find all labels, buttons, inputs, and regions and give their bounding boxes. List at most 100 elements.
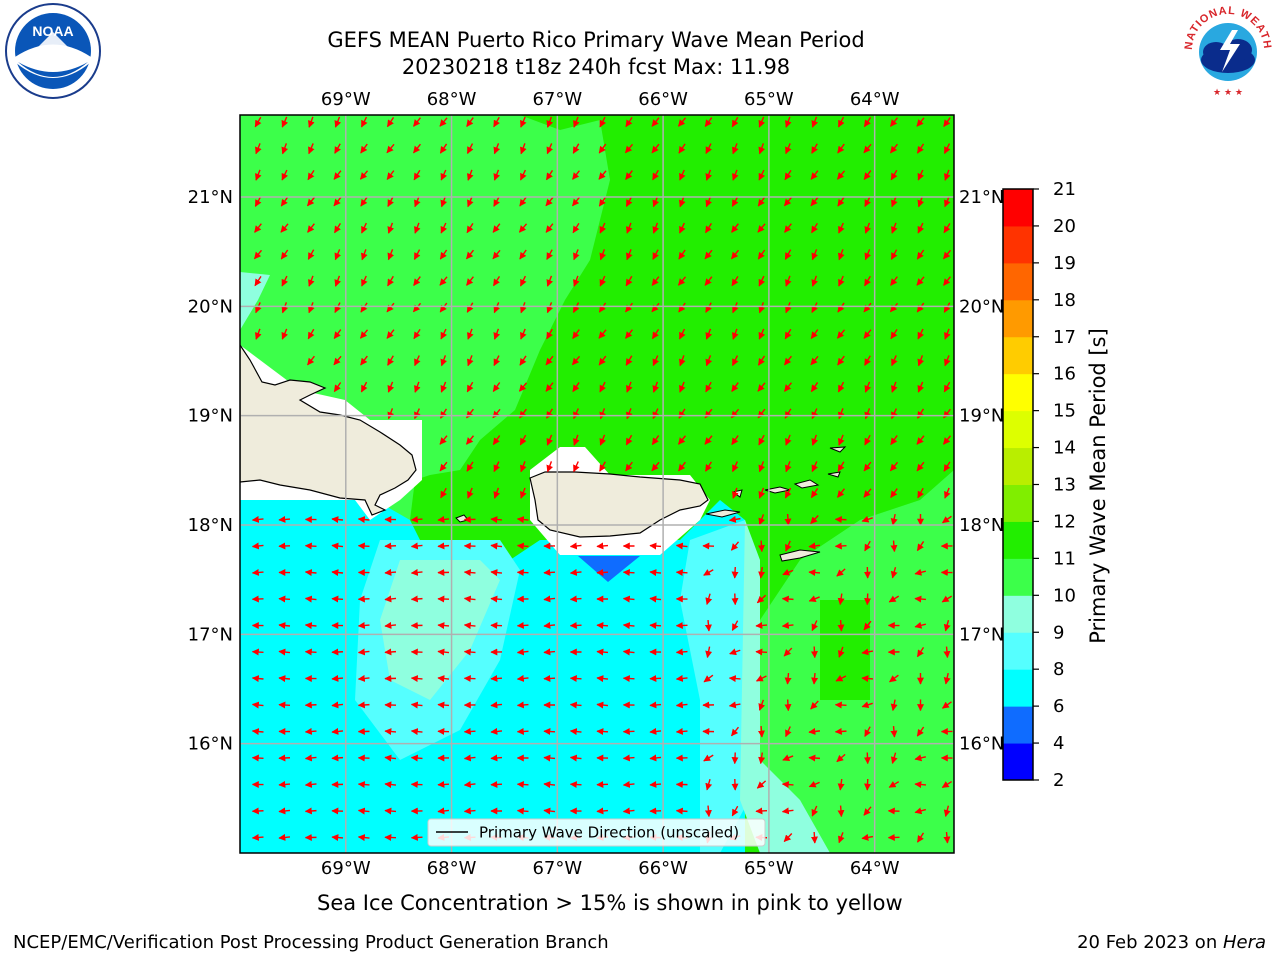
wave-arrow	[308, 302, 315, 314]
wave-arrow	[572, 434, 580, 446]
wave-arrow	[598, 329, 607, 339]
wave-arrow	[440, 355, 448, 367]
wave-arrow	[943, 381, 951, 393]
wave-arrow	[758, 275, 766, 287]
wave-arrow	[546, 408, 553, 419]
wave-arrow	[757, 725, 765, 738]
map-frame	[239, 114, 955, 854]
wave-arrow	[281, 116, 289, 128]
wave-arrow	[888, 595, 900, 603]
wave-arrow	[251, 648, 264, 656]
wave-arrow	[519, 302, 527, 314]
wave-arrow	[705, 143, 712, 155]
wave-arrow	[891, 222, 898, 234]
wave-arrow	[808, 569, 821, 577]
wave-arrow	[492, 223, 501, 233]
wave-arrow	[546, 249, 553, 260]
wave-arrow	[307, 249, 315, 260]
wave-arrow	[758, 434, 765, 446]
wave-arrow	[861, 515, 873, 523]
wave-arrow	[467, 487, 474, 499]
wave-arrow	[386, 117, 395, 128]
wave-arrow	[387, 275, 394, 287]
wave-arrow	[331, 727, 344, 735]
wave-arrow	[543, 807, 556, 815]
wave-arrow	[437, 648, 450, 656]
wave-arrow	[357, 701, 370, 709]
wave-arrow	[573, 408, 580, 420]
lat-label: 18°N	[959, 515, 1004, 536]
wave-arrow	[278, 622, 291, 630]
wave-arrow	[546, 116, 554, 128]
wave-arrow	[837, 196, 845, 207]
wave-arrow	[679, 222, 686, 234]
wave-arrow	[837, 355, 845, 366]
wave-arrow	[281, 328, 289, 340]
wave-arrow	[357, 542, 370, 550]
wave-arrow	[307, 169, 315, 181]
wave-arrow	[785, 143, 792, 155]
wave-arrow	[569, 701, 582, 709]
wave-arrow	[890, 540, 898, 553]
wave-arrow	[359, 170, 369, 180]
wave-arrow	[864, 249, 872, 261]
wave-arrow	[308, 143, 315, 155]
wave-arrow	[466, 117, 474, 127]
wave-arrow	[281, 143, 289, 155]
wave-arrow	[467, 196, 474, 208]
wave-arrow	[357, 807, 370, 815]
wave-arrow	[677, 435, 687, 445]
colorbar-tick-label: 14	[1053, 438, 1076, 459]
wave-arrow	[941, 701, 952, 709]
wave-arrow	[731, 328, 739, 340]
wave-arrow	[810, 700, 819, 710]
colorbar: 2 4 6 8 9 10 11 12 13 14 15 16 17 18 19 20 21	[1002, 179, 1076, 791]
colorbar-segment	[1003, 336, 1033, 375]
wave-arrow	[782, 754, 794, 761]
colorbar-tick-label: 15	[1053, 401, 1076, 422]
wave-arrow	[755, 621, 768, 629]
wave-arrow	[810, 646, 818, 659]
wave-arrow	[941, 515, 952, 524]
wave-arrow	[492, 249, 501, 260]
wave-arrow	[543, 781, 556, 789]
colorbar-segment	[1003, 632, 1033, 670]
wave-arrow	[808, 754, 821, 762]
wave-arrow	[810, 831, 818, 844]
wave-arrow	[280, 196, 289, 207]
wave-arrow	[493, 116, 500, 128]
wave-arrow	[410, 833, 423, 841]
wave-arrow	[331, 834, 344, 842]
wave-arrow	[651, 143, 660, 154]
wave-arrow	[387, 408, 395, 420]
wave-arrow	[622, 595, 635, 603]
wave-arrow	[304, 648, 317, 656]
wave-arrow	[384, 648, 397, 656]
wave-arrow	[837, 778, 845, 791]
wave-arrow	[572, 302, 580, 314]
wave-arrow	[384, 754, 397, 762]
wave-arrow	[783, 196, 793, 207]
colorbar-tick-label: 9	[1053, 622, 1064, 643]
wave-arrow	[890, 169, 898, 181]
colorbar-tick-label: 20	[1053, 216, 1076, 237]
wave-arrow	[255, 302, 262, 314]
wave-arrow	[944, 328, 951, 340]
wave-arrow	[891, 355, 898, 367]
wave-arrow	[834, 542, 847, 550]
wave-arrow	[808, 542, 821, 550]
wave-arrow	[413, 249, 421, 260]
wave-arrow	[569, 595, 582, 603]
wave-arrow	[781, 621, 794, 629]
wave-arrow	[916, 726, 925, 737]
wave-arrow	[916, 832, 925, 843]
colorbar-segment	[1003, 225, 1033, 264]
field-11-12-east-inner	[820, 600, 870, 700]
wave-arrow	[705, 302, 712, 313]
wave-arrow	[360, 355, 368, 366]
wave-arrow	[545, 223, 554, 233]
wave-arrow	[413, 169, 421, 181]
wave-arrow	[836, 329, 846, 339]
wave-arrow	[863, 488, 872, 498]
